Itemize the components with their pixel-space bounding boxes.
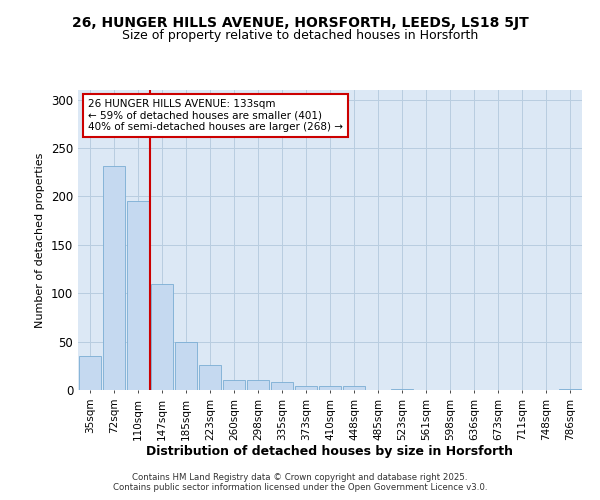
X-axis label: Distribution of detached houses by size in Horsforth: Distribution of detached houses by size … xyxy=(146,446,514,458)
Bar xyxy=(343,386,365,390)
Bar xyxy=(271,382,293,390)
Bar xyxy=(175,342,197,390)
Bar xyxy=(199,365,221,390)
Bar xyxy=(127,202,149,390)
Text: 26 HUNGER HILLS AVENUE: 133sqm
← 59% of detached houses are smaller (401)
40% of: 26 HUNGER HILLS AVENUE: 133sqm ← 59% of … xyxy=(88,99,343,132)
Bar xyxy=(79,356,101,390)
Text: Contains HM Land Registry data © Crown copyright and database right 2025.
Contai: Contains HM Land Registry data © Crown c… xyxy=(113,473,487,492)
Bar xyxy=(103,166,125,390)
Bar xyxy=(151,284,173,390)
Y-axis label: Number of detached properties: Number of detached properties xyxy=(35,152,46,328)
Text: Size of property relative to detached houses in Horsforth: Size of property relative to detached ho… xyxy=(122,30,478,43)
Bar xyxy=(223,380,245,390)
Bar xyxy=(247,380,269,390)
Bar xyxy=(391,389,413,390)
Text: 26, HUNGER HILLS AVENUE, HORSFORTH, LEEDS, LS18 5JT: 26, HUNGER HILLS AVENUE, HORSFORTH, LEED… xyxy=(71,16,529,30)
Bar xyxy=(295,386,317,390)
Bar xyxy=(319,386,341,390)
Bar xyxy=(559,389,581,390)
